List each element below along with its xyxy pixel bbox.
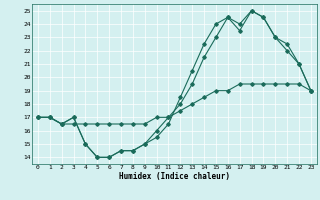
X-axis label: Humidex (Indice chaleur): Humidex (Indice chaleur): [119, 172, 230, 181]
